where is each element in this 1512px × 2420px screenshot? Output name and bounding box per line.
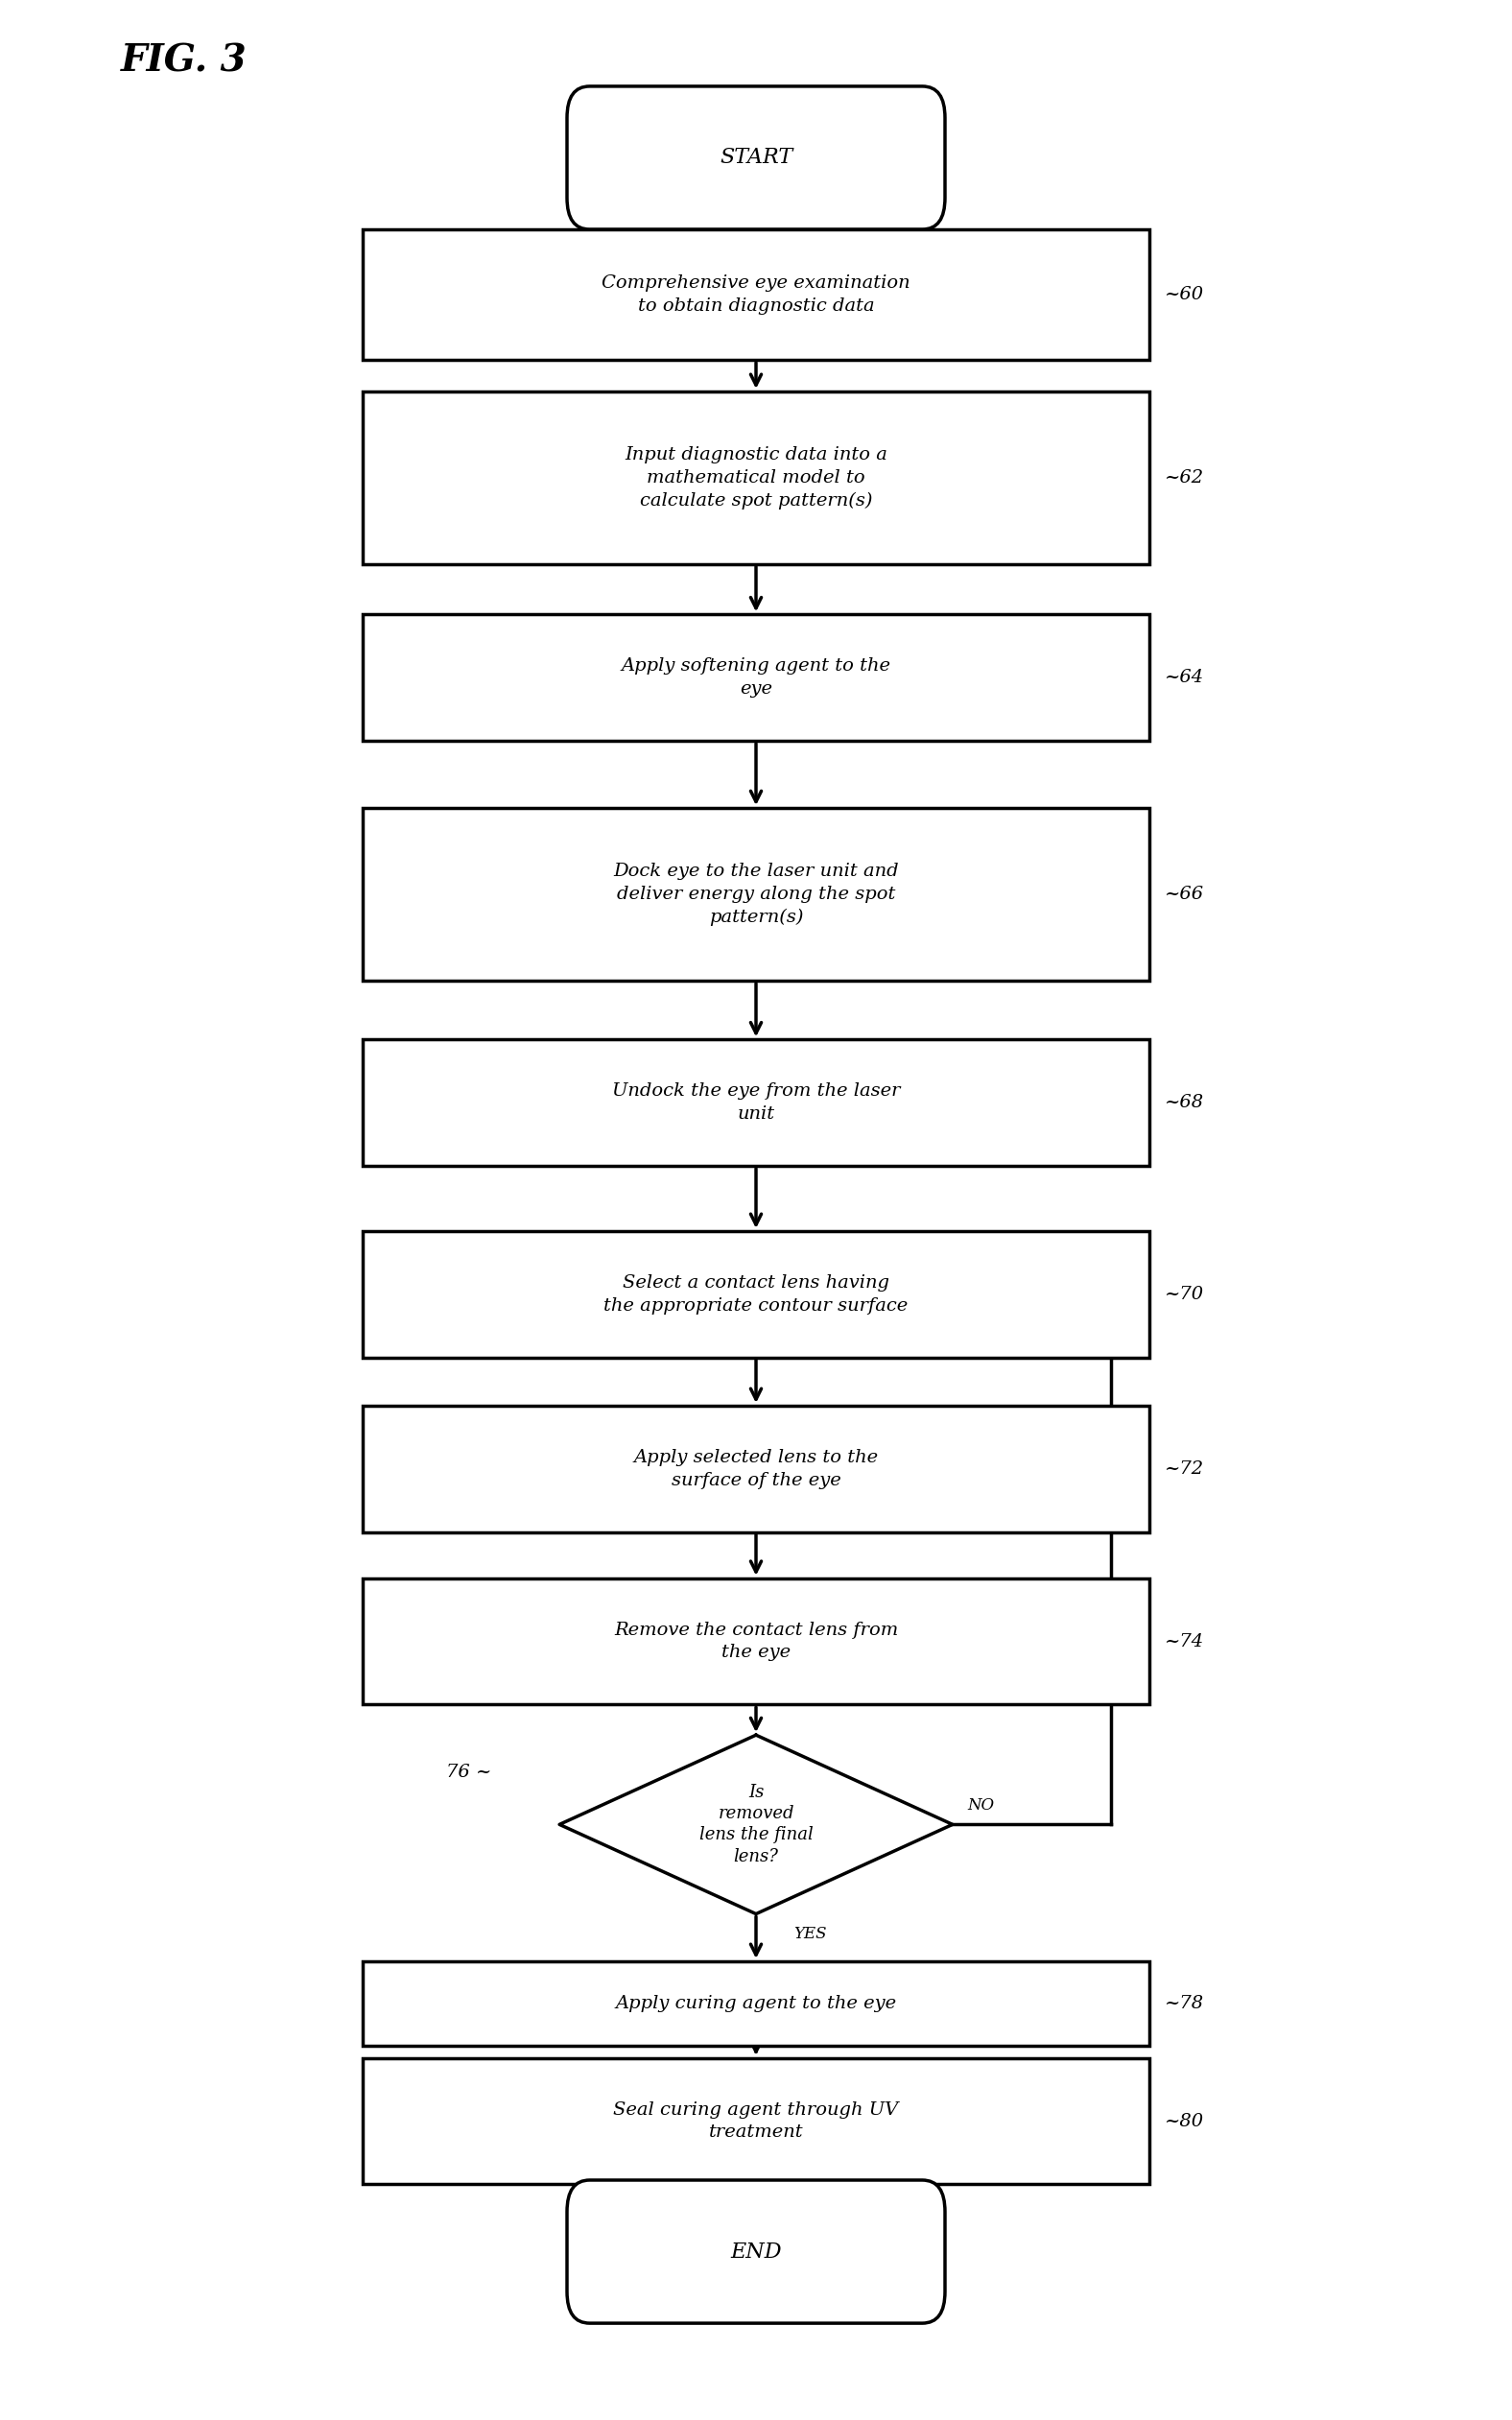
Text: Remove the contact lens from
the eye: Remove the contact lens from the eye xyxy=(614,1621,898,1663)
Bar xyxy=(363,1960,1149,2045)
Bar xyxy=(363,1406,1149,1532)
Bar xyxy=(363,2057,1149,2185)
Text: Input diagnostic data into a
mathematical model to
calculate spot pattern(s): Input diagnostic data into a mathematica… xyxy=(624,445,888,508)
Text: FIG. 3: FIG. 3 xyxy=(121,41,248,80)
Bar xyxy=(363,615,1149,741)
Text: ~70: ~70 xyxy=(1164,1285,1204,1302)
Text: Select a contact lens having
the appropriate contour surface: Select a contact lens having the appropr… xyxy=(603,1275,909,1314)
Text: Apply softening agent to the
eye: Apply softening agent to the eye xyxy=(621,658,891,697)
Text: YES: YES xyxy=(794,1926,827,1941)
Text: Apply curing agent to the eye: Apply curing agent to the eye xyxy=(615,1994,897,2011)
Text: Apply selected lens to the
surface of the eye: Apply selected lens to the surface of th… xyxy=(634,1450,878,1488)
Bar xyxy=(363,1578,1149,1704)
Text: 76 ~: 76 ~ xyxy=(446,1764,491,1781)
Bar xyxy=(363,230,1149,361)
Text: NO: NO xyxy=(968,1798,995,1815)
Text: START: START xyxy=(720,148,792,169)
Text: ~66: ~66 xyxy=(1164,886,1204,903)
Text: ~68: ~68 xyxy=(1164,1094,1204,1111)
FancyBboxPatch shape xyxy=(567,87,945,230)
Text: ~80: ~80 xyxy=(1164,2113,1204,2130)
Bar xyxy=(363,1041,1149,1166)
Text: Seal curing agent through UV
treatment: Seal curing agent through UV treatment xyxy=(614,2101,898,2142)
Bar xyxy=(363,392,1149,564)
Bar xyxy=(363,808,1149,980)
Text: ~74: ~74 xyxy=(1164,1634,1204,1650)
Text: Undock the eye from the laser
unit: Undock the eye from the laser unit xyxy=(612,1082,900,1123)
Text: Is
removed
lens the final
lens?: Is removed lens the final lens? xyxy=(699,1784,813,1866)
Text: ~60: ~60 xyxy=(1164,286,1204,302)
Text: ~78: ~78 xyxy=(1164,1994,1204,2011)
Text: Comprehensive eye examination
to obtain diagnostic data: Comprehensive eye examination to obtain … xyxy=(602,273,910,315)
Bar xyxy=(363,1232,1149,1358)
FancyBboxPatch shape xyxy=(567,2180,945,2323)
Polygon shape xyxy=(559,1735,953,1914)
Text: END: END xyxy=(730,2241,782,2263)
Text: ~62: ~62 xyxy=(1164,469,1204,486)
Text: ~72: ~72 xyxy=(1164,1459,1204,1479)
Text: ~64: ~64 xyxy=(1164,668,1204,687)
Text: Dock eye to the laser unit and
deliver energy along the spot
pattern(s): Dock eye to the laser unit and deliver e… xyxy=(614,864,898,927)
